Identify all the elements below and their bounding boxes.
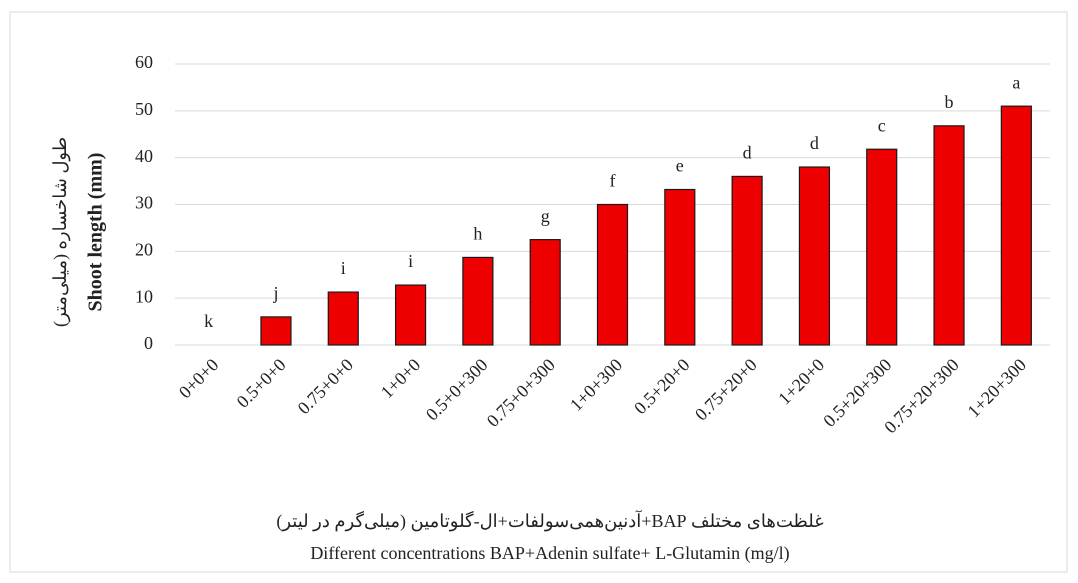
bar [1000, 105, 1032, 346]
bar [394, 284, 427, 346]
significance-letter: d [810, 133, 819, 153]
bar [664, 188, 696, 346]
bar [529, 239, 561, 346]
bar [462, 256, 494, 346]
significance-letter: a [1012, 72, 1020, 92]
bar [731, 175, 763, 346]
significance-letter: d [743, 143, 752, 163]
y-tick-label: 0 [144, 333, 153, 353]
bar [933, 125, 965, 346]
y-axis-label-fa: طول شاخساره (میلی‌متر) [50, 137, 71, 327]
y-tick-label: 50 [135, 99, 153, 119]
significance-letter: k [204, 311, 213, 331]
bar [596, 203, 629, 346]
y-tick-label: 30 [135, 193, 153, 213]
y-tick-label: 10 [135, 286, 153, 306]
significance-letter: e [676, 156, 684, 176]
significance-letter: f [610, 171, 616, 191]
significance-letter: j [272, 283, 278, 303]
y-tick-label: 20 [135, 239, 153, 259]
bar [798, 166, 831, 346]
y-axis-label: Shoot length (mm) [85, 153, 107, 312]
y-tick-label: 40 [135, 146, 153, 166]
significance-letter: g [541, 206, 550, 226]
y-tick-label: 60 [135, 52, 153, 72]
bar [260, 316, 292, 346]
significance-letter: c [878, 115, 886, 135]
significance-letter: h [473, 224, 482, 244]
significance-letter: b [945, 92, 954, 112]
x-axis-label: Different concentrations BAP+Adenin sulf… [310, 543, 789, 564]
significance-letter: i [341, 258, 346, 278]
bar [866, 148, 898, 346]
x-axis-label-fa: غلظت‌های مختلف BAP+آدنین‌همی‌سولفات+ال-گ… [276, 510, 823, 532]
bar [327, 291, 359, 346]
significance-letter: i [408, 251, 413, 271]
